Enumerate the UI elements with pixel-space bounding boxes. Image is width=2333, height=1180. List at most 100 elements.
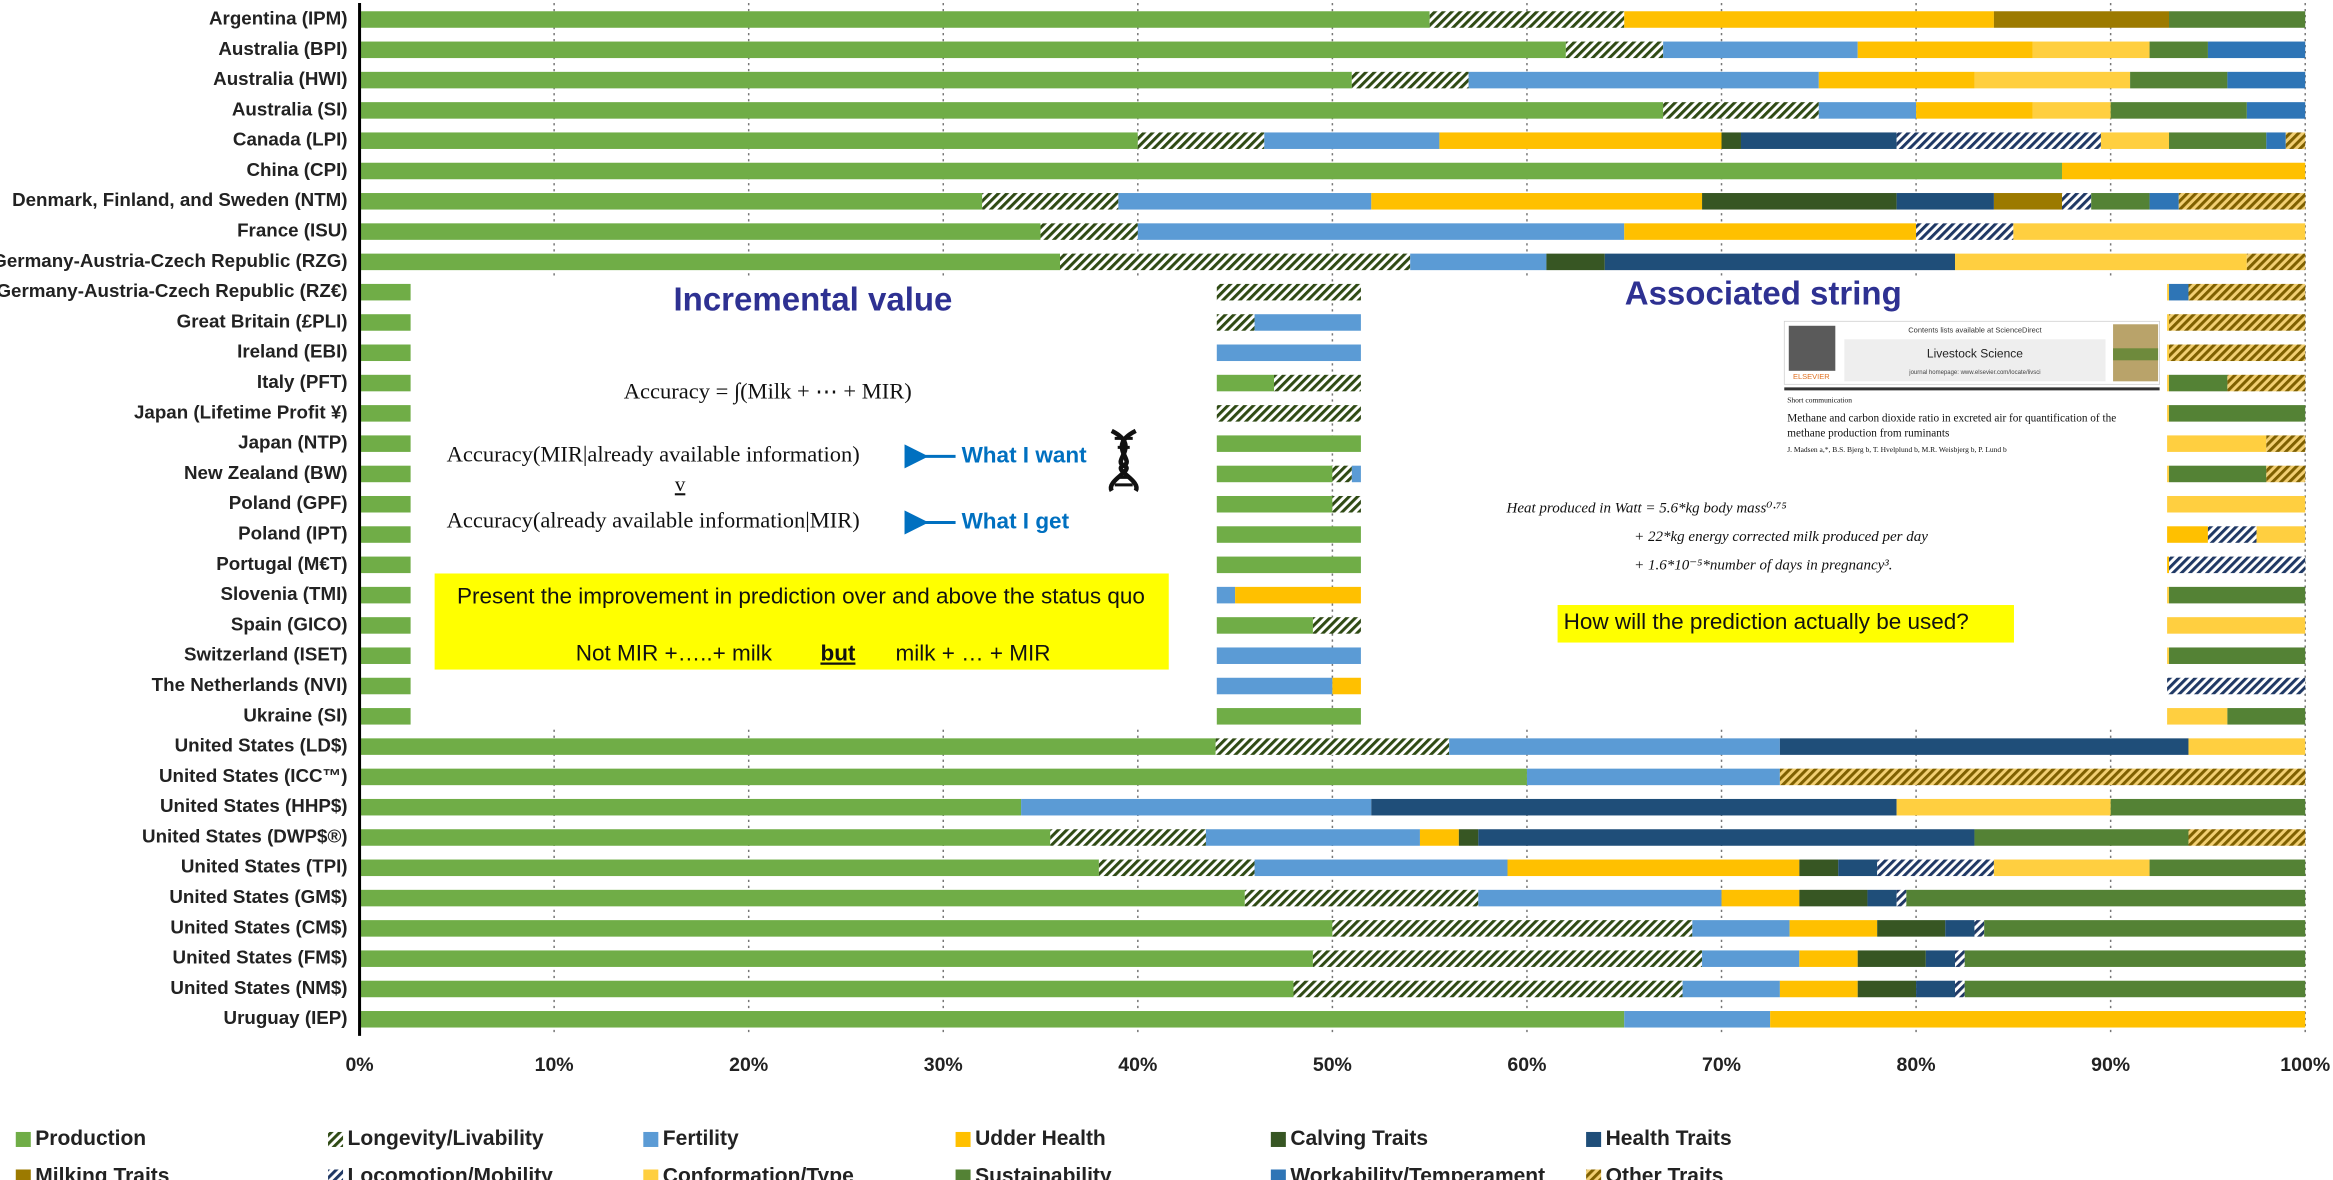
legend-label: Udder Health: [975, 1127, 1106, 1150]
bar-segment: [1215, 314, 1255, 331]
equation: + 1.6*10⁻⁵*number of days in pregnancy³.: [1634, 557, 1892, 573]
legend-swatch: [15, 1131, 31, 1147]
bar-segment: [1410, 253, 1547, 271]
bar-segment: [1682, 980, 1780, 998]
category-label: Argentina (IPM): [209, 7, 348, 28]
bar-segment: [2169, 314, 2306, 331]
bar-segment: [1818, 102, 1917, 119]
legend-label: Other Traits: [1606, 1165, 1724, 1180]
category-label: Poland (GPF): [229, 492, 348, 513]
bar-segment: [1906, 889, 2306, 907]
bar-segment: [2149, 859, 2306, 877]
x-tick-label: 80%: [1897, 1054, 1936, 1076]
bar-segment: [2227, 708, 2306, 725]
category-label: Germany-Austria-Czech Republic (RZ€): [0, 280, 348, 301]
category-label: Japan (Lifetime Profit ¥): [134, 401, 348, 422]
bar-segment: [359, 980, 1294, 998]
category-label: Germany-Austria-Czech Republic (RZG): [0, 250, 348, 271]
bar-segment: [1896, 798, 2111, 816]
publisher: ELSEVIER: [1793, 372, 1830, 381]
bar-segment: [1779, 738, 2189, 755]
bar-segment: [1312, 950, 1703, 967]
category-label: Spain (GICO): [231, 613, 348, 634]
bar-segment: [1478, 829, 1975, 846]
bar-segment: [2266, 465, 2306, 483]
bar-segment: [1867, 889, 1897, 907]
bar-segment: [2227, 374, 2306, 392]
bar-segment: [1857, 41, 2033, 59]
bar-segment: [1419, 829, 1459, 846]
legend-label: Fertility: [663, 1127, 739, 1150]
bar-segment: [359, 1011, 1625, 1028]
bar-segment: [1468, 71, 1819, 89]
bar-segment: [1877, 920, 1946, 937]
bar-segment: [359, 162, 2063, 180]
bar-segment: [2169, 556, 2306, 574]
bar-segment: [1663, 102, 1819, 119]
bar-segment: [1137, 223, 1625, 240]
category-label: United States (GM$): [169, 886, 347, 907]
bar-segment: [359, 11, 1430, 28]
bar-segment: [1916, 102, 2033, 119]
bar-segment: [2246, 102, 2306, 119]
publisher-logo: [1788, 325, 1836, 371]
bar-segment: [1993, 11, 2170, 28]
bar-segment: [2149, 41, 2208, 59]
panel-title: Associated string: [1625, 274, 1902, 311]
bar-segment: [1458, 829, 1479, 846]
category-label: Australia (HWI): [213, 68, 347, 89]
category-label: Japan (NTP): [238, 432, 347, 453]
legend-swatch: [15, 1169, 31, 1180]
bar-segment: [1215, 283, 1362, 301]
want-expression: Accuracy(MIR|already available informati…: [447, 442, 860, 467]
legend-label: Conformation/Type: [663, 1165, 854, 1180]
get-label: What I get: [962, 508, 1070, 533]
category-label: United States (CM$): [170, 916, 347, 937]
want-label: What I want: [962, 442, 1087, 467]
bar-segment: [1740, 132, 1897, 149]
bar-segment: [2169, 132, 2267, 149]
paper-title: methane production from ruminants: [1787, 427, 1949, 439]
legend-label: Calving Traits: [1290, 1127, 1428, 1150]
bar-segment: [1526, 768, 1780, 786]
x-tick-label: 90%: [2091, 1054, 2130, 1076]
panel-title: Incremental value: [673, 280, 952, 317]
legend-swatch: [1270, 1169, 1286, 1180]
bar-segment: [1274, 374, 1362, 392]
bar-segment: [1974, 71, 2131, 89]
bar-segment: [1449, 738, 1780, 755]
bar-segment: [1896, 193, 1994, 210]
legend-swatch: [643, 1169, 659, 1180]
category-label: Ireland (EBI): [237, 341, 347, 362]
paper-authors: J. Madsen a,*, B.S. Bjerg b, T. Hvelplun…: [1787, 445, 2007, 454]
legend-swatch: [1586, 1169, 1602, 1180]
bar-segment: [1954, 980, 1965, 998]
bar-segment: [1838, 859, 1878, 877]
bar-segment: [359, 920, 1333, 937]
legend-swatch: [643, 1131, 659, 1147]
bar-segment: [2169, 405, 2306, 422]
bar-segment: [1925, 950, 1955, 967]
category-label: Switzerland (ISET): [184, 644, 348, 665]
category-label: United States (NM$): [170, 977, 347, 998]
bar-segment: [2091, 193, 2150, 210]
contrast-text: milk + … + MIR: [896, 641, 1051, 666]
legend-label: Health Traits: [1606, 1127, 1732, 1150]
contrast-text: but: [820, 641, 855, 666]
bar-segment: [1993, 859, 2150, 877]
x-tick-label: 60%: [1507, 1054, 1546, 1076]
x-tick-label: 50%: [1313, 1054, 1352, 1076]
legend-swatch: [955, 1131, 971, 1147]
bar-segment: [1215, 586, 1236, 604]
bar-segment: [2266, 435, 2306, 452]
bar-segment: [2169, 647, 2306, 664]
bar-segment: [1770, 1011, 2306, 1028]
bar-segment: [1244, 889, 1479, 907]
category-label: Portugal (M€T): [216, 553, 347, 574]
category-label: United States (DWP$®): [142, 825, 348, 846]
legend-swatch: [1586, 1131, 1602, 1147]
bar-segment: [1857, 980, 1917, 998]
bar-segment: [2032, 102, 2111, 119]
